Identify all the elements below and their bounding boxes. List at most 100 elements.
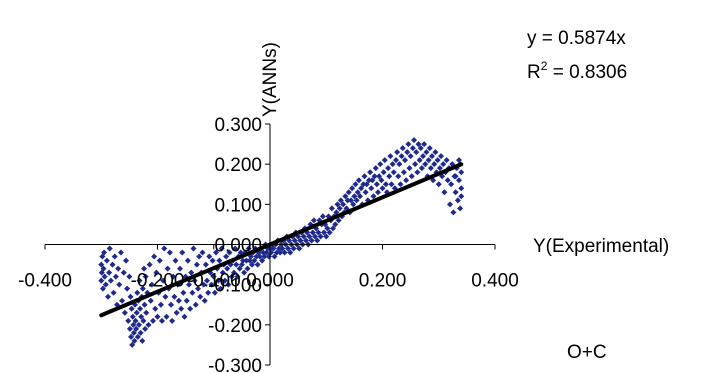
data-point (361, 173, 368, 180)
trendline (99, 162, 464, 318)
data-point (321, 229, 327, 236)
data-point (421, 141, 428, 148)
data-point (175, 297, 182, 304)
data-point (119, 297, 126, 304)
data-point (435, 181, 442, 188)
data-point (366, 177, 372, 184)
data-point (259, 257, 266, 264)
data-point (354, 189, 361, 196)
data-point (317, 233, 324, 240)
x-tick-label: -0.200 (131, 271, 185, 292)
data-point (285, 245, 291, 252)
x-axis-title: Y(Experimental) (533, 236, 669, 257)
data-point (452, 189, 459, 196)
data-point (245, 245, 252, 252)
data-point (99, 285, 106, 292)
data-point (450, 209, 457, 216)
data-point (273, 249, 280, 256)
data-point (429, 153, 435, 160)
data-point (98, 261, 105, 268)
data-point (306, 233, 313, 240)
data-point (315, 229, 322, 236)
data-point (189, 289, 196, 296)
data-point (319, 213, 326, 220)
data-point (244, 265, 251, 272)
data-point (336, 205, 343, 212)
data-point (223, 253, 230, 260)
data-point (215, 277, 222, 284)
data-point (243, 257, 250, 264)
data-point (132, 317, 139, 324)
data-point (432, 149, 439, 156)
data-point (369, 177, 376, 184)
data-point (202, 261, 209, 268)
data-point (183, 297, 190, 304)
data-point (355, 177, 362, 184)
x-tick-label: 0.000 (246, 271, 294, 292)
data-point (344, 197, 351, 204)
data-point (309, 229, 316, 236)
data-point (206, 253, 213, 260)
data-point (134, 289, 141, 296)
data-point (393, 157, 399, 164)
data-point (457, 205, 464, 212)
data-point (398, 153, 405, 160)
data-point (357, 193, 363, 200)
x-tick-label: -0.100 (187, 271, 241, 292)
data-point (261, 253, 268, 260)
data-point (351, 193, 358, 200)
data-point (126, 273, 133, 280)
data-point (447, 201, 453, 208)
data-point (287, 249, 294, 256)
data-point (127, 293, 134, 300)
data-point (296, 245, 303, 252)
data-point (412, 161, 419, 168)
data-point (240, 257, 246, 264)
data-point (190, 245, 197, 252)
data-point (154, 313, 161, 320)
data-point (112, 273, 119, 280)
data-point (178, 305, 185, 312)
data-point (402, 157, 408, 164)
data-point (222, 277, 228, 284)
series-annotation: O+C (567, 342, 607, 363)
y-tick-label: -0.300 (208, 356, 262, 373)
data-point (197, 293, 204, 300)
data-point (193, 261, 200, 268)
data-point (195, 285, 201, 292)
data-point (417, 145, 424, 152)
data-point (179, 249, 186, 256)
data-point (186, 281, 192, 288)
data-point (136, 277, 143, 284)
data-point (147, 297, 154, 304)
data-point (363, 181, 370, 188)
data-point (150, 317, 156, 324)
data-point (159, 317, 165, 324)
data-point (143, 309, 150, 316)
data-point (148, 281, 155, 288)
data-point (377, 161, 384, 168)
data-point (254, 261, 261, 268)
r-squared-value: = 0.8306 (547, 62, 627, 83)
data-point (420, 153, 426, 160)
data-point (137, 305, 144, 312)
data-point (441, 189, 448, 196)
data-point (409, 145, 416, 152)
data-point (348, 197, 354, 204)
data-point (378, 177, 385, 184)
data-point (172, 257, 179, 264)
data-point (126, 325, 133, 332)
data-point (330, 225, 336, 232)
data-point (407, 153, 414, 160)
data-points (98, 137, 465, 348)
data-point (290, 245, 297, 252)
data-point (218, 245, 225, 252)
data-point (436, 165, 443, 172)
data-point (156, 257, 163, 264)
data-point (277, 249, 284, 256)
data-point (403, 177, 410, 184)
data-point (270, 245, 277, 252)
data-point (109, 261, 116, 268)
data-point (271, 253, 278, 260)
